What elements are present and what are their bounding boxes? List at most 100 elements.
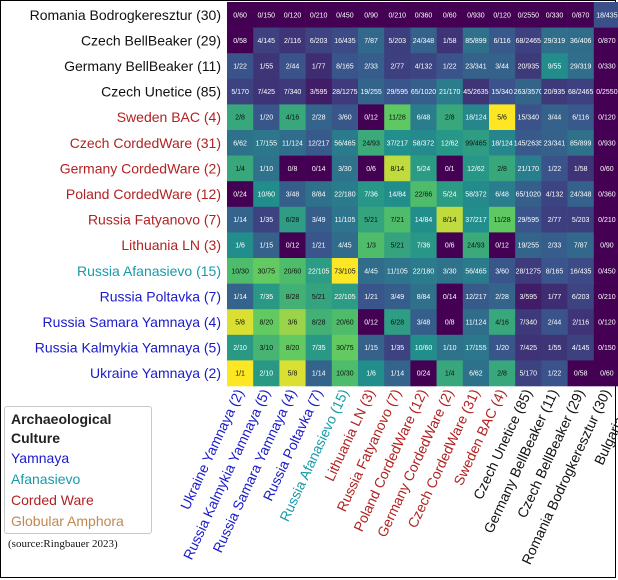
heatmap-cell [541,232,568,259]
heatmap-cell-label: 1/77 [312,64,326,71]
heatmap-cell [227,181,254,208]
heatmap-cell-label: 0/60 [600,371,614,378]
heatmap-cell [593,2,618,28]
heatmap-cell-label: 1/58 [443,38,457,45]
heatmap-cell-label: 0/14 [443,294,457,301]
row-label: Russia Fatyanovo (7) [88,212,221,228]
heatmap-cell-label: 1/77 [548,294,562,301]
heatmap-cell [331,130,359,156]
heatmap-cell [567,27,595,54]
heatmap-cell [489,360,516,387]
heatmap-cell-label: 5/203 [389,38,407,45]
heatmap-cell-label: 1/22 [548,166,562,173]
heatmap-cell [253,104,280,131]
heatmap-cell-label: 85/899 [570,140,592,147]
heatmap-cell [541,104,568,131]
heatmap-cell [436,130,464,156]
heatmap-cell-label: 22/105 [308,268,330,275]
heatmap-cell-label: 28/1275 [516,268,541,275]
heatmap-cell [410,258,437,284]
heatmap-cell-label: 1/6 [366,371,376,378]
heatmap-cell-label: 68/2465 [568,89,593,96]
heatmap-cell-label: 0/120 [598,320,616,327]
heatmap-cell [253,181,280,208]
row-label: Czech CordedWare (31) [70,135,221,151]
heatmap-cell-label: 3/60 [338,115,352,122]
heatmap-cell [331,309,359,336]
heatmap-cell-label: 1/14 [233,294,247,301]
heatmap-cell-label: 8/14 [443,217,457,224]
heatmap-cell-label: 5/6 [497,115,507,122]
heatmap-cell [358,104,385,131]
heatmap-cell [305,2,333,28]
heatmap-cell [436,181,464,208]
heatmap-cell-label: 0/14 [312,166,326,173]
heatmap-cell-label: 1/35 [390,345,404,352]
heatmap-cell [541,130,568,156]
heatmap-cell-label: 1/22 [443,64,457,71]
heatmap-cell [331,258,359,284]
heatmap-cell-label: 10/60 [415,345,433,352]
heatmap-cell-label: 0/150 [598,345,616,352]
row-label: Czech Unetice (85) [101,84,221,100]
heatmap-cell [384,206,411,233]
heatmap-cell-label: 15/340 [491,89,513,96]
heatmap-cell [279,334,306,361]
heatmap-cell [305,155,333,182]
heatmap-cell [515,181,542,208]
heatmap-cell [305,232,333,259]
heatmap-cell-label: 3/10 [259,345,273,352]
row-label: Russia Samara Yamnaya (4) [43,314,221,330]
heatmap-cell [436,360,464,387]
heatmap-cell-label: 65/1020 [411,89,436,96]
heatmap-cell-label: 0/24 [417,371,431,378]
heatmap-cell-label: 37/217 [387,140,409,147]
heatmap-cell [227,78,254,105]
heatmap-cell-label: 1/6 [235,243,245,250]
heatmap-cell-label: 2/33 [364,64,378,71]
heatmap-cell-label: 6/28 [390,320,404,327]
legend-item-afanasievo: Afanasievo [11,471,81,487]
heatmap-cell [489,181,516,208]
heatmap-cell [227,104,254,131]
heatmap-cell [593,360,618,387]
heatmap-cell-label: 1/4 [235,166,245,173]
heatmap-cell-label: 0/90 [600,243,614,250]
heatmap-cell [410,309,437,336]
heatmap-cell [515,27,542,54]
heatmap-cell [358,360,385,387]
heatmap-cell [305,334,333,361]
heatmap-cell [462,130,490,156]
heatmap-cell-label: 7/340 [284,89,302,96]
heatmap-cell [593,258,618,284]
heatmap-cell-label: 22/180 [413,268,435,275]
heatmap-cell [305,309,333,336]
heatmap-cell-label: 10/30 [336,371,354,378]
heatmap-cell-label: 1/10 [259,166,273,173]
heatmap-cell-label: 8/28 [286,294,300,301]
heatmap-cell [227,155,254,182]
heatmap-cell [410,181,437,208]
heatmap-cell [567,309,595,336]
heatmap-cell [593,78,618,105]
heatmap-cell [541,334,568,361]
heatmap-cell [227,27,254,54]
heatmap-cell [541,181,568,208]
heatmap-cell-label: 1/22 [548,371,562,378]
heatmap-cell [305,206,333,233]
heatmap-cell-label: 1/22 [233,64,247,71]
heatmap-cell [436,78,464,105]
heatmap-cell-label: 2/10 [259,371,273,378]
heatmap-cell-label: 0/60 [233,12,247,19]
heatmap-cell [358,130,385,156]
legend: Archaeological Culture Yamnaya Afanasiev… [4,406,152,534]
heatmap-cell-label: 11/124 [282,140,303,147]
heatmap-cell-label: 1/1 [235,371,245,378]
heatmap-cell-label: 2/8 [497,166,507,173]
heatmap-cell [436,334,464,361]
heatmap-cell-label: 2/8 [445,115,455,122]
heatmap-cell [331,155,359,182]
heatmap-cell [436,155,464,182]
heatmap-cell-label: 4/132 [415,64,433,71]
heatmap-cell-label: 12/62 [467,166,485,173]
